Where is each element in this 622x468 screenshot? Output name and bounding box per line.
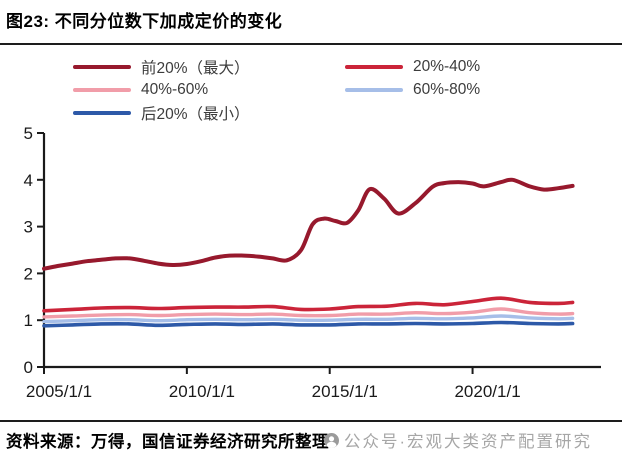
- footer-divider: [0, 420, 622, 422]
- axes: [42, 133, 601, 369]
- legend-swatch-bottom20: [73, 111, 131, 115]
- x-tick-label: 2005/1/1: [26, 382, 92, 401]
- wechat-account-avatar-icon: [324, 432, 339, 448]
- legend-swatch-60-80: [345, 88, 403, 92]
- y-tick-label: 0: [24, 358, 33, 377]
- legend-item-top20: 前20%（最大）: [73, 57, 345, 77]
- series-line-2: [42, 307, 575, 319]
- x-tick-label: 2020/1/1: [454, 382, 520, 401]
- series-line-3: [42, 314, 575, 324]
- legend-item-20-40: 20%-40%: [345, 57, 553, 77]
- legend-label: 前20%（最大）: [141, 60, 250, 77]
- series-line-4: [42, 320, 575, 328]
- legend-swatch-40-60: [73, 88, 131, 92]
- legend-label: 60%-80%: [413, 81, 481, 98]
- chart-legend: 前20%（最大） 20%-40% 40%-60% 60%-80% 后20%（最小…: [73, 57, 553, 123]
- y-tick-label: 1: [24, 311, 33, 330]
- y-tick-label: 4: [24, 171, 33, 190]
- watermark: 公众号·宏观大类资产配置研究: [324, 428, 592, 452]
- y-tick-label: 5: [24, 124, 33, 143]
- line-chart: 0 1 2 3 4 5 2005/1/1 2010/1/1 2015/1/1 2020/1/1: [24, 124, 601, 401]
- series-line-1: [42, 296, 575, 313]
- y-tick-label: 2: [24, 264, 33, 283]
- legend-swatch-20-40: [345, 65, 403, 69]
- legend-label: 40%-60%: [141, 81, 209, 98]
- legend-item-60-80: 60%-80%: [345, 80, 553, 100]
- x-tick-label: 2015/1/1: [312, 382, 378, 401]
- x-tick-label: 2010/1/1: [169, 382, 235, 401]
- legend-item-bottom20: 后20%（最小）: [73, 103, 345, 123]
- legend-item-40-60: 40%-60%: [73, 80, 345, 100]
- figure-title: 图23: 不同分位数下加成定价的变化: [6, 12, 283, 31]
- y-tick-label: 3: [24, 218, 33, 237]
- legend-swatch-top20: [73, 65, 131, 69]
- source-note: 资料来源：万得，国信证券经济研究所整理: [6, 433, 329, 451]
- title-divider: [0, 43, 622, 45]
- legend-label: 20%-40%: [413, 58, 481, 75]
- legend-label: 后20%（最小）: [141, 106, 250, 123]
- series-line-0: [42, 177, 575, 271]
- watermark-text: 公众号·宏观大类资产配置研究: [344, 433, 592, 451]
